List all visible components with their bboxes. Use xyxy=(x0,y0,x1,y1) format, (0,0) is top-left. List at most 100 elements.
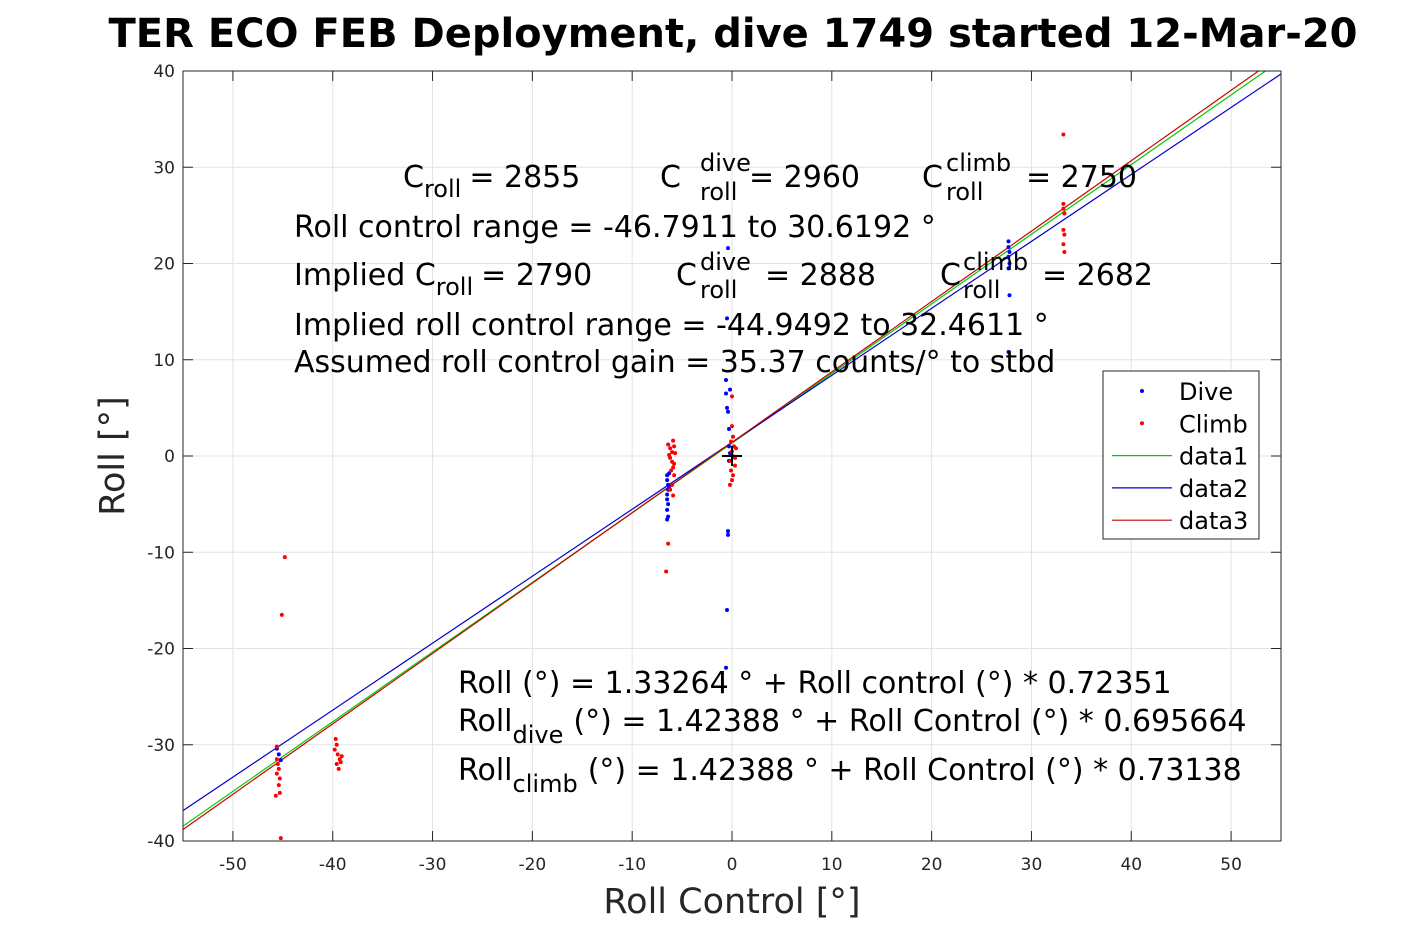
x-tick-label: -20 xyxy=(518,855,546,875)
x-tick-label: -50 xyxy=(219,855,247,875)
climb-data-point xyxy=(273,793,278,798)
y-tick-label: -30 xyxy=(147,736,175,756)
dive-data-point xyxy=(1007,293,1012,298)
climb-data-point xyxy=(1062,232,1067,237)
equation-climb: Rollclimb (°) = 1.42388 ° + Roll Control … xyxy=(458,753,1242,798)
climb-data-point xyxy=(667,453,672,458)
axes-frame xyxy=(182,70,1282,842)
implied-c-dive-value: = 2888 xyxy=(765,258,876,293)
climb-data-point xyxy=(282,555,287,560)
climb-data-point xyxy=(728,482,733,487)
dive-data-point xyxy=(724,391,729,396)
top-annotations: Croll = 2855 C dive roll = 2960 C climb r… xyxy=(294,149,1153,380)
x-tick-label: 20 xyxy=(921,855,943,875)
legend-label-data1: data1 xyxy=(1179,443,1248,471)
implied-c-dive-sup: dive xyxy=(700,248,751,276)
data-points xyxy=(273,132,1067,841)
climb-data-point xyxy=(1061,132,1066,137)
climb-data-point xyxy=(277,790,282,795)
c-dive-annotation: C xyxy=(660,160,681,195)
climb-data-point xyxy=(276,766,281,771)
legend-label-data2: data2 xyxy=(1179,475,1248,503)
implied-roll-control-range: Implied roll control range = -44.9492 to… xyxy=(294,308,1049,343)
climb-data-point xyxy=(729,468,734,473)
dive-data-point xyxy=(665,497,670,502)
climb-data-point xyxy=(1062,211,1067,216)
y-tick-label: -40 xyxy=(147,832,175,852)
x-axis-label: Roll Control [°] xyxy=(603,882,860,922)
c-dive-value: = 2960 xyxy=(749,160,860,195)
y-tick-label: -20 xyxy=(147,640,175,660)
climb-data-point xyxy=(336,766,341,771)
equation-dive: Rolldive (°) = 1.42388 ° + Roll Control (… xyxy=(458,704,1247,749)
climb-data-point xyxy=(335,752,340,757)
x-tick-label: 40 xyxy=(1120,855,1142,875)
assumed-roll-control-gain: Assumed roll control gain = 35.37 counts… xyxy=(294,345,1055,380)
roll-control-range: Roll control range = -46.7911 to 30.6192… xyxy=(294,210,936,245)
legend-label-climb: Climb xyxy=(1179,410,1248,438)
climb-data-point xyxy=(669,468,674,473)
c-climb-sup: climb xyxy=(946,149,1011,177)
climb-data-point xyxy=(276,783,281,788)
dive-data-point xyxy=(665,478,670,483)
dive-data-point xyxy=(665,507,670,512)
dive-data-point xyxy=(1007,249,1012,254)
implied-c-roll: Implied Croll = 2790 xyxy=(294,258,592,301)
climb-data-point xyxy=(274,757,279,762)
climb-data-point xyxy=(1062,249,1067,254)
climb-data-point xyxy=(274,771,279,776)
climb-data-point xyxy=(671,438,676,443)
climb-data-point xyxy=(664,569,669,574)
c-dive-sup: dive xyxy=(700,149,751,177)
chart-title: TER ECO FEB Deployment, dive 1749 starte… xyxy=(108,11,1357,57)
c-climb-sub: roll xyxy=(946,178,983,206)
climb-data-point xyxy=(730,478,734,483)
fit-equations: Roll (°) = 1.33264 ° + Roll control (°) … xyxy=(458,666,1247,798)
dive-data-point xyxy=(1006,266,1011,271)
dive-data-point xyxy=(666,502,671,507)
legend-label-data3: data3 xyxy=(1179,507,1248,535)
x-tick-label: 50 xyxy=(1220,855,1242,875)
legend-marker-dive xyxy=(1140,389,1144,393)
x-tick-label: 0 xyxy=(727,855,738,875)
dive-data-point xyxy=(724,377,729,382)
x-tick-label: -40 xyxy=(319,855,347,875)
c-climb-value: = 2750 xyxy=(1026,160,1137,195)
climb-data-point xyxy=(671,493,676,498)
y-tick-label: 40 xyxy=(153,62,175,82)
implied-c-climb: C xyxy=(940,258,961,293)
axis-ticks: -50 -40 -30 -20 -10 0 10 20 30 40 50 -40 -30 -20 -10 0 1… xyxy=(147,62,1281,875)
origin-cross-marker xyxy=(722,446,742,466)
implied-c-dive-sub: roll xyxy=(700,276,737,304)
c-climb-annotation: C xyxy=(922,160,943,195)
climb-data-point xyxy=(670,482,675,487)
dive-data-point xyxy=(278,758,283,763)
climb-data-point xyxy=(730,394,734,399)
implied-c-dive: C xyxy=(676,258,697,293)
c-dive-sub: roll xyxy=(700,178,737,206)
implied-c-climb-sub: roll xyxy=(963,276,1000,304)
y-tick-label: 10 xyxy=(153,351,175,371)
climb-data-point xyxy=(334,742,339,747)
climb-data-point xyxy=(274,744,279,749)
climb-data-point xyxy=(732,463,737,468)
climb-data-point xyxy=(668,487,673,492)
dive-data-point xyxy=(724,665,729,670)
legend-marker-climb xyxy=(1140,421,1144,426)
y-tick-label: 30 xyxy=(153,158,175,178)
legend-label-dive: Dive xyxy=(1179,378,1233,406)
climb-data-point xyxy=(671,465,676,470)
climb-data-point xyxy=(733,446,738,451)
dive-data-point xyxy=(725,608,730,612)
climb-data-point xyxy=(730,473,735,478)
climb-data-point xyxy=(278,836,283,841)
y-tick-label: 20 xyxy=(153,255,175,275)
climb-data-point xyxy=(729,439,734,444)
dive-data-point xyxy=(727,444,732,449)
climb-data-point xyxy=(275,762,280,766)
climb-data-point xyxy=(1061,242,1066,247)
climb-data-point xyxy=(672,461,677,466)
climb-data-point xyxy=(730,424,734,429)
y-tick-label: 0 xyxy=(164,447,175,467)
climb-data-point xyxy=(277,776,282,781)
